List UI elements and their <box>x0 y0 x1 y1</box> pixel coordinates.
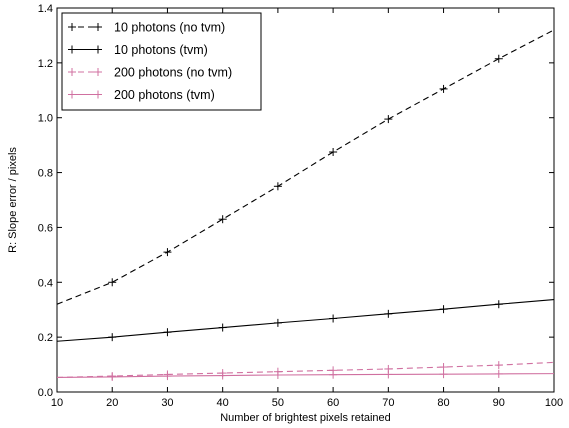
data-point <box>439 84 448 93</box>
series-1 <box>57 299 554 342</box>
plot-area <box>56 7 555 393</box>
data-point <box>108 333 117 342</box>
series-layer <box>57 29 554 381</box>
y-tick-label: 0.4 <box>38 277 53 289</box>
legend: 10 photons (no tvm) 10 photons (tvm) 200 p… <box>61 12 262 111</box>
x-tick-label: 20 <box>106 397 118 409</box>
y-tick-label: 0.0 <box>38 387 53 399</box>
series-2 <box>57 361 554 381</box>
data-point <box>494 300 503 309</box>
x-tick-label: 50 <box>272 397 284 409</box>
legend-label: 200 photons (tvm) <box>114 88 215 102</box>
data-point <box>439 363 448 372</box>
x-tick-label: 70 <box>382 397 394 409</box>
legend-entry: 200 photons (tvm) <box>68 88 215 102</box>
data-point <box>329 370 338 379</box>
legend-entry: 10 photons (no tvm) <box>68 21 225 35</box>
y-tick-label: 0.8 <box>38 168 53 180</box>
series-line-1 <box>57 299 554 342</box>
data-point <box>218 215 227 224</box>
legend-entries: 10 photons (no tvm) 10 photons (tvm) 200 p… <box>68 21 232 102</box>
data-point <box>494 54 503 63</box>
data-point <box>218 323 227 332</box>
data-point <box>329 148 338 156</box>
data-point <box>108 372 117 381</box>
data-point <box>329 314 338 323</box>
data-point <box>384 370 393 379</box>
data-point <box>163 372 172 381</box>
data-point <box>108 278 117 287</box>
y-axis-label: R: Slope error / pixels <box>7 147 19 253</box>
x-axis-label: Number of brightest pixels retained <box>220 412 391 424</box>
axis-ticks: 10 20 30 40 50 60 70 80 90 100 0.0 0.2 0.4 0.6 0.8 1.0 1… <box>38 3 563 409</box>
x-tick-label: 100 <box>545 397 563 409</box>
series-line-3 <box>57 373 554 379</box>
data-point <box>494 361 503 370</box>
x-tick-label: 40 <box>217 397 229 409</box>
data-point <box>439 370 448 379</box>
data-point <box>273 370 282 379</box>
y-tick-label: 1.0 <box>38 113 53 125</box>
data-point <box>494 369 503 378</box>
data-point <box>384 309 393 318</box>
legend-label: 200 photons (no tvm) <box>114 66 232 80</box>
data-point <box>384 115 393 124</box>
legend-label: 10 photons (no tvm) <box>114 21 225 35</box>
x-tick-label: 80 <box>437 397 449 409</box>
data-point <box>273 318 282 327</box>
legend-box <box>61 12 262 111</box>
y-tick-label: 0.6 <box>38 222 53 234</box>
x-tick-label: 30 <box>161 397 173 409</box>
series-3 <box>57 369 554 381</box>
data-point <box>273 182 282 191</box>
series-line-2 <box>57 361 554 379</box>
y-tick-label: 0.2 <box>38 332 53 344</box>
y-tick-label: 1.2 <box>38 58 53 70</box>
legend-entry: 10 photons (tvm) <box>68 43 208 57</box>
x-tick-label: 10 <box>51 397 63 409</box>
legend-label: 10 photons (tvm) <box>114 43 208 57</box>
data-point <box>163 248 172 257</box>
x-tick-label: 90 <box>493 397 505 409</box>
data-point <box>218 371 227 380</box>
legend-entry: 200 photons (no tvm) <box>68 66 232 80</box>
y-tick-label: 1.4 <box>38 3 53 15</box>
x-tick-label: 60 <box>327 397 339 409</box>
series-line-0 <box>57 29 554 305</box>
data-point <box>439 305 448 314</box>
series-0 <box>57 29 554 305</box>
data-point <box>163 328 172 337</box>
